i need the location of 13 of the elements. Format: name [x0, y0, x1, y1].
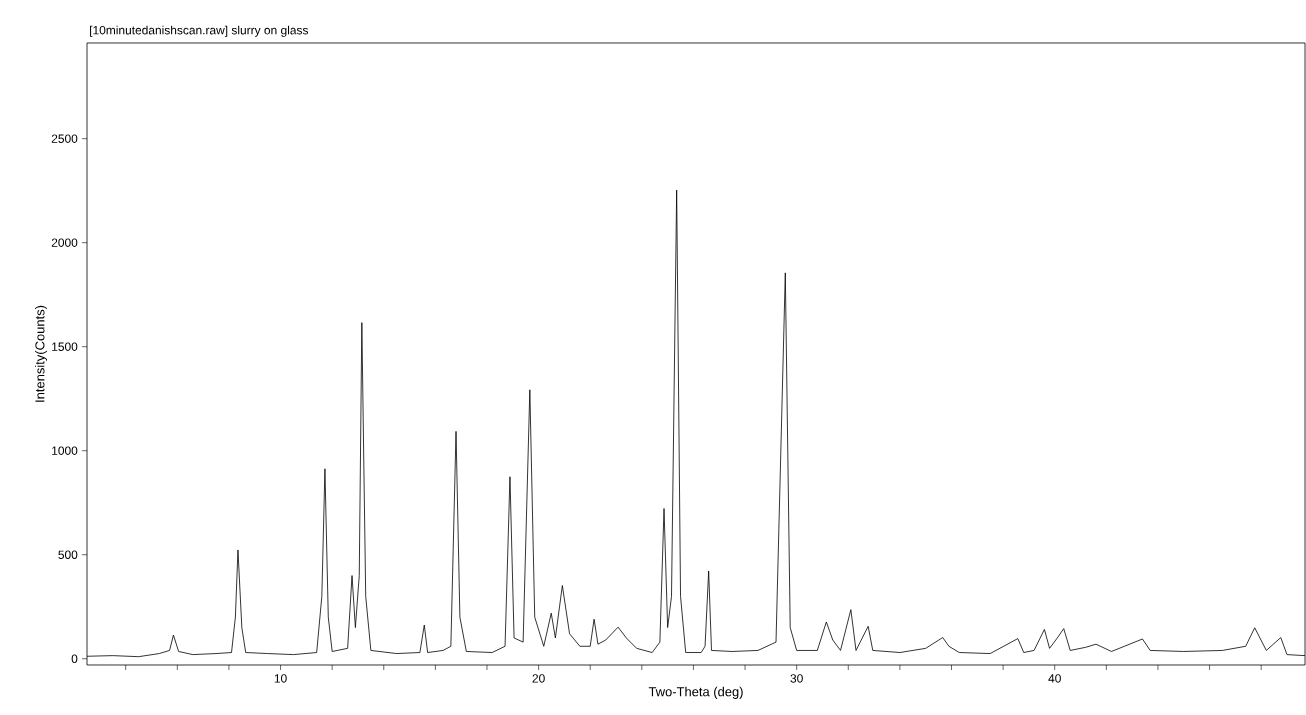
y-tick-label: 2000 [51, 238, 78, 247]
x-tick-label: 10 [274, 674, 287, 683]
y-tick-label: 1000 [52, 446, 78, 455]
chart-title: [10minutedanishscan.raw] slurry on glass [90, 25, 309, 37]
x-axis-title: Two-Theta (deg) [648, 686, 743, 699]
y-tick-label: 2500 [51, 134, 78, 143]
y-tick-label: 500 [58, 550, 78, 559]
x-tick-label: 30 [790, 674, 803, 683]
y-tick-label: 0 [71, 654, 78, 663]
y-tick-label: 1500 [52, 342, 78, 351]
x-tick-label: 20 [532, 674, 545, 683]
y-axis-title: Intensity(Counts) [34, 305, 48, 402]
x-tick-label: 40 [1048, 674, 1061, 683]
